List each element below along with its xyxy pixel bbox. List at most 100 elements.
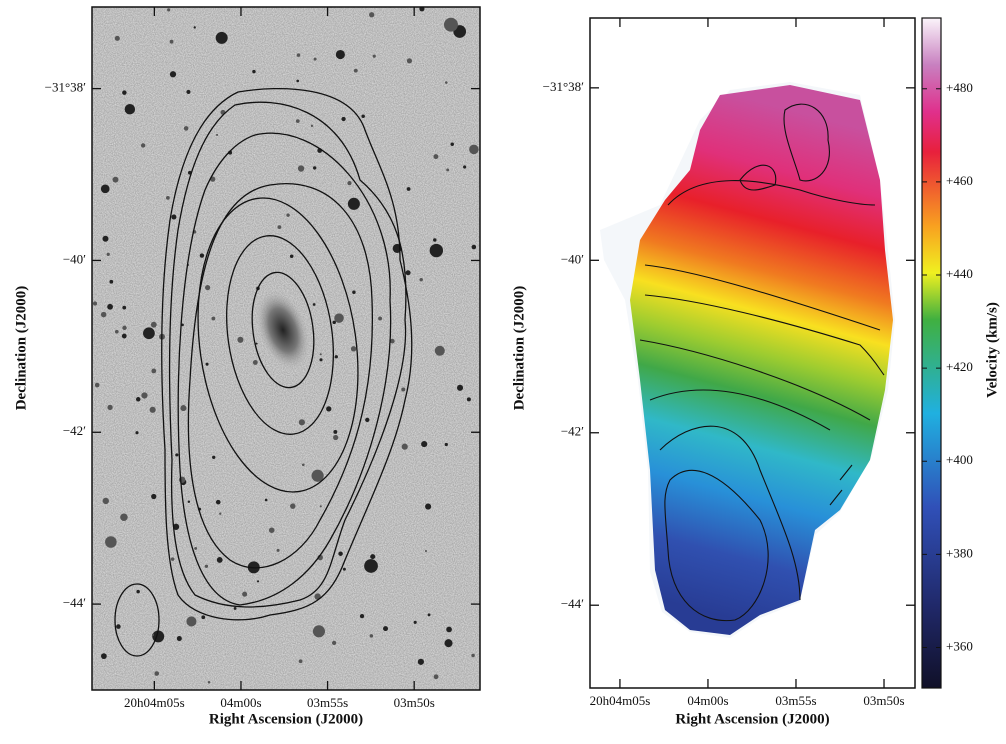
star xyxy=(207,681,211,684)
star xyxy=(311,469,324,482)
star xyxy=(151,493,157,500)
star xyxy=(193,26,196,29)
colorbar-tick-label: +460 xyxy=(946,173,973,188)
star xyxy=(312,303,316,306)
x-tick-label: 03m50s xyxy=(394,695,435,710)
star xyxy=(427,613,431,617)
star xyxy=(310,124,314,127)
star xyxy=(313,57,317,61)
x-tick-label: 04m00s xyxy=(220,695,261,710)
star xyxy=(369,634,374,638)
star xyxy=(335,49,345,60)
star xyxy=(92,301,98,306)
star xyxy=(334,355,338,359)
star xyxy=(233,606,237,610)
star xyxy=(370,554,376,560)
star xyxy=(424,549,428,553)
star xyxy=(312,625,326,638)
star xyxy=(319,353,322,356)
star xyxy=(252,69,256,74)
star xyxy=(425,503,432,510)
star xyxy=(176,636,182,642)
star xyxy=(421,440,428,448)
colorbar-tick-label: +480 xyxy=(946,80,973,95)
star xyxy=(433,674,439,680)
star xyxy=(364,559,378,573)
star xyxy=(434,345,445,356)
star xyxy=(334,313,344,323)
star xyxy=(180,405,187,412)
star xyxy=(361,114,365,119)
star xyxy=(252,360,258,365)
star xyxy=(101,653,107,660)
star xyxy=(471,244,477,250)
x-tick-label: 04m00s xyxy=(687,693,728,708)
star xyxy=(211,316,216,321)
star xyxy=(401,443,408,450)
star xyxy=(372,54,376,58)
star xyxy=(444,639,453,648)
star xyxy=(446,168,450,172)
y-tick-label: −44′ xyxy=(63,595,86,610)
star xyxy=(122,305,127,310)
y-tick-label: −31°38′ xyxy=(45,80,87,95)
star xyxy=(150,321,157,328)
star xyxy=(167,8,171,12)
star xyxy=(443,17,458,32)
star xyxy=(181,323,184,327)
star xyxy=(429,243,444,258)
star xyxy=(333,429,338,434)
star xyxy=(444,81,448,84)
star xyxy=(102,497,109,505)
star xyxy=(463,165,467,169)
optical-image xyxy=(92,7,480,690)
colorbar-tick-label: +360 xyxy=(946,638,973,653)
y-tick-label: −40′ xyxy=(561,251,584,266)
star xyxy=(106,252,110,257)
star xyxy=(135,397,141,402)
star xyxy=(219,512,222,515)
star xyxy=(242,591,248,597)
x-tick-label: 03m55s xyxy=(307,695,348,710)
star xyxy=(140,143,146,148)
star xyxy=(94,382,100,388)
star xyxy=(413,620,417,624)
star xyxy=(122,325,127,331)
star xyxy=(471,653,475,658)
star xyxy=(141,392,148,399)
star xyxy=(298,419,305,426)
y-tick-label: −40′ xyxy=(63,251,86,266)
star xyxy=(143,327,155,340)
star xyxy=(114,35,120,41)
star xyxy=(201,615,206,620)
star xyxy=(276,548,280,552)
star xyxy=(290,503,296,509)
star xyxy=(417,658,425,665)
star xyxy=(359,613,365,619)
star xyxy=(383,626,389,632)
star xyxy=(332,320,336,325)
y-axis-label: Declination (J2000) xyxy=(511,286,527,411)
x-tick-label: 20h04m05s xyxy=(124,695,185,710)
star xyxy=(105,536,117,548)
star xyxy=(187,500,191,503)
star xyxy=(204,564,209,568)
star xyxy=(172,523,180,530)
star xyxy=(450,142,454,146)
star xyxy=(151,368,157,374)
star xyxy=(378,316,383,321)
y-tick-label: −42′ xyxy=(63,423,86,438)
star xyxy=(175,453,179,457)
star xyxy=(135,431,139,435)
colorbar-tick-label: +400 xyxy=(946,452,973,467)
star xyxy=(405,270,411,276)
star xyxy=(347,197,360,210)
star xyxy=(256,580,260,583)
x-tick-label: 20h04m05s xyxy=(590,693,651,708)
star xyxy=(102,235,109,242)
star xyxy=(298,659,303,664)
star xyxy=(401,387,406,392)
star xyxy=(406,187,411,191)
y-tick-label: −44′ xyxy=(561,596,584,611)
